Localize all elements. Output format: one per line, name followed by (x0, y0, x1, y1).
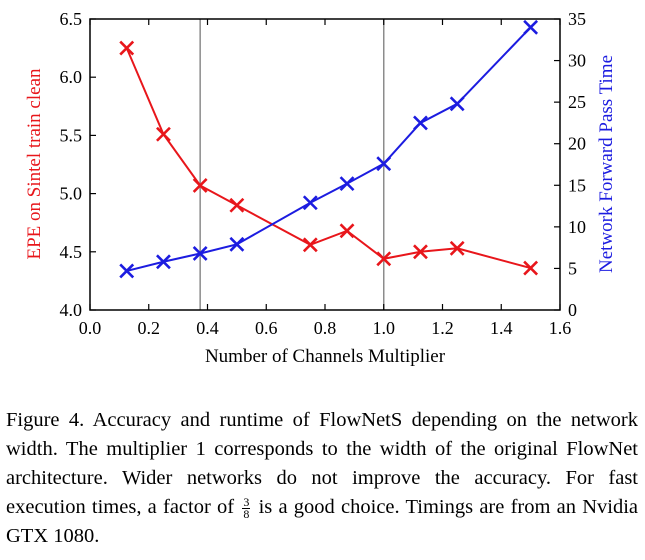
caption-text-before: Figure 4. Accuracy and runtime of FlowNe… (6, 409, 638, 518)
right-y-tick-label: 15 (568, 175, 586, 195)
fraction-numerator: 3 (242, 494, 251, 509)
reference-lines (199, 19, 385, 310)
x-tick-label: 1.4 (490, 318, 513, 338)
epe-data-point (192, 178, 208, 193)
runtime-data-point (229, 236, 245, 252)
x-tick-label: 0.8 (314, 318, 337, 338)
right-y-tick-label: 0 (568, 300, 577, 320)
epe-data-point (413, 244, 428, 260)
epe-series-line (125, 47, 531, 270)
epe-data-point (302, 237, 318, 253)
x-tick-label: 0.0 (79, 318, 102, 338)
runtime-data-point (413, 115, 428, 131)
left-y-tick-label: 5.0 (60, 184, 83, 204)
runtime-data-point (339, 176, 355, 192)
runtime-data-point (376, 156, 392, 172)
left-y-tick-label: 6.5 (60, 9, 83, 29)
x-tick-label: 0.6 (255, 318, 278, 338)
chart: 0.0 0.2 0.4 0.6 0.8 1.0 1.2 1.4 1.6 4.0 4.5 5.0 5.5 6… (24, 9, 617, 367)
right-y-tick-label: 30 (568, 51, 586, 71)
left-y-axis-label: EPE on Sintel train clean (24, 68, 45, 260)
left-y-tick-label: 4.5 (60, 242, 83, 262)
epe-data-point (229, 197, 245, 213)
axis-ticks: 0.0 0.2 0.4 0.6 0.8 1.0 1.2 1.4 1.6 4.0 4.5 5.0 5.5 6… (60, 9, 587, 338)
x-tick-label: 1.6 (549, 318, 572, 338)
right-y-tick-label: 25 (568, 92, 586, 112)
left-y-tick-label: 5.5 (60, 125, 83, 145)
epe-data-point (523, 260, 539, 276)
right-y-axis-label: Network Forward Pass Time (596, 55, 617, 273)
left-y-tick-label: 4.0 (60, 300, 83, 320)
x-tick-label: 1.2 (431, 318, 454, 338)
epe-data-point (376, 251, 392, 267)
epe-data-point (119, 40, 135, 56)
runtime-data-point (192, 246, 208, 261)
x-tick-label: 0.2 (138, 318, 161, 338)
runtime-data-point (449, 96, 465, 112)
epe-data-point (449, 240, 465, 256)
data-series (119, 19, 539, 279)
right-y-tick-label: 35 (568, 9, 586, 29)
runtime-data-point (523, 19, 539, 35)
right-y-tick-label: 10 (568, 217, 586, 237)
runtime-data-point (119, 263, 135, 279)
runtime-data-point (302, 195, 318, 211)
right-y-tick-label: 20 (568, 134, 586, 154)
left-y-tick-label: 6.0 (60, 67, 83, 87)
x-tick-label: 1.0 (373, 318, 396, 338)
figure-caption: Figure 4. Accuracy and runtime of FlowNe… (6, 406, 638, 551)
x-axis-label: Number of Channels Multiplier (205, 346, 446, 367)
x-tick-label: 0.4 (196, 318, 219, 338)
runtime-series-line (126, 26, 532, 272)
epe-data-point (156, 126, 171, 142)
epe-data-point (339, 223, 355, 239)
fraction-denominator: 8 (243, 506, 250, 521)
runtime-data-point (156, 254, 171, 270)
caption-text-after: is a good choice. Timings are from an Nv… (6, 496, 639, 547)
right-y-tick-label: 5 (568, 258, 577, 278)
